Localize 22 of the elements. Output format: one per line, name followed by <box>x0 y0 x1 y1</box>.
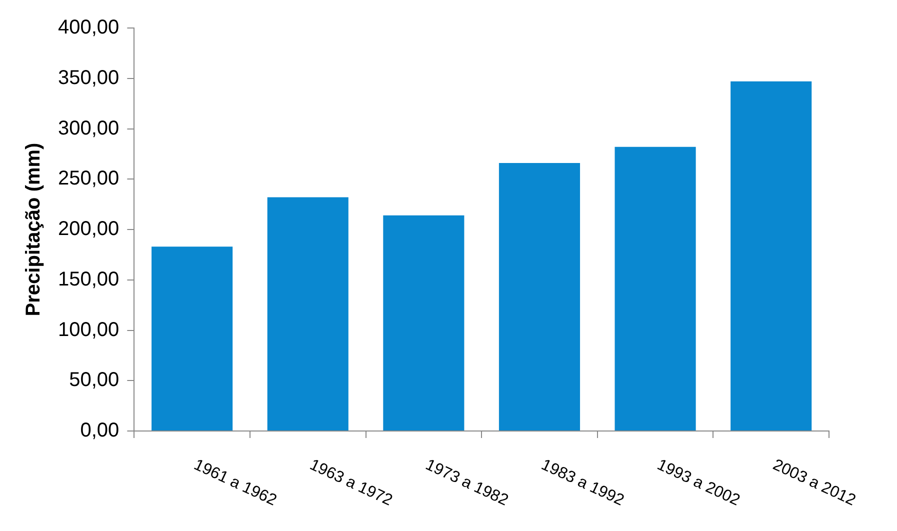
bar <box>498 163 580 430</box>
bar <box>730 81 812 430</box>
x-tick-label: 1993 a 2002 <box>654 456 742 510</box>
y-tick-label: 50,00 <box>69 369 120 392</box>
x-tick-label: 1983 a 1992 <box>538 456 627 510</box>
bar <box>383 215 464 430</box>
x-tick-label: 1973 a 1982 <box>422 456 511 510</box>
y-tick-label: 100,00 <box>58 318 120 341</box>
bar <box>267 197 348 430</box>
y-tick-label: 350,00 <box>58 66 120 89</box>
y-tick-label: 400,00 <box>58 16 120 39</box>
bar <box>614 146 696 430</box>
x-tick-label: 1963 a 1972 <box>307 456 395 510</box>
y-tick-label: 150,00 <box>58 268 120 290</box>
y-tick-label: 300,00 <box>58 117 120 140</box>
y-tick-label: 200,00 <box>58 218 120 240</box>
y-tick-label: 0,00 <box>80 420 120 442</box>
x-tick-label: 1961 a 1962 <box>191 456 280 510</box>
y-tick-label: 250,00 <box>58 168 120 190</box>
y-axis-title: Precipitação (mm) <box>22 142 45 316</box>
bar <box>152 246 233 430</box>
x-tick-label: 2003 a 2012 <box>770 456 858 510</box>
